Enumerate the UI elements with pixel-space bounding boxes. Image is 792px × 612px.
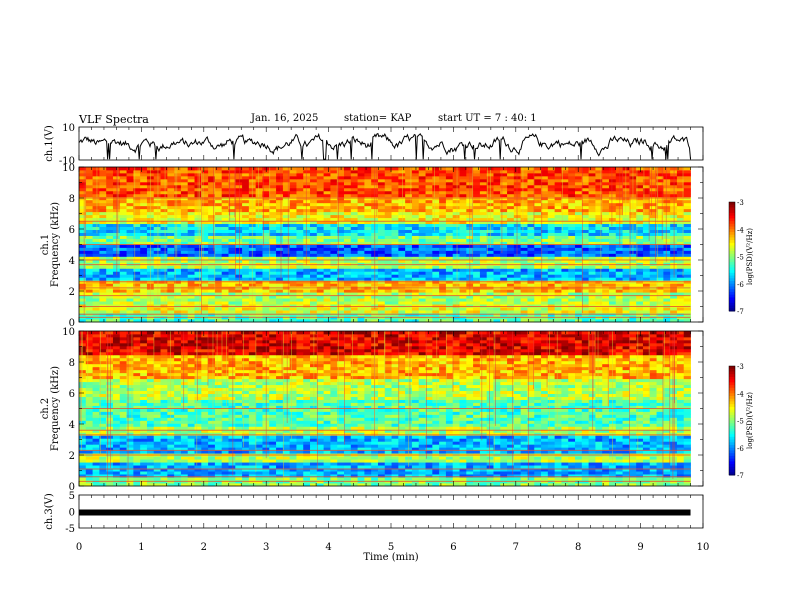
ch2-spectrogram-ylabel-freq: Frequency (kHz) bbox=[50, 366, 61, 451]
ch1-spectrogram-colorbar-tick: -7 bbox=[737, 308, 744, 316]
x-tick-label: 4 bbox=[325, 542, 331, 553]
x-tick-label: 1 bbox=[138, 542, 144, 553]
x-tick-label: 3 bbox=[263, 542, 269, 553]
ch2-spectrogram-xticks bbox=[78, 331, 704, 486]
ch1-spectrogram-heatmap bbox=[79, 167, 691, 323]
ch3-ytick-label: 0 bbox=[69, 508, 75, 519]
ch1-spectrogram-ytick-label: 2 bbox=[69, 287, 75, 298]
x-axis-label: Time (min) bbox=[363, 552, 418, 563]
ch2-spectrogram-ytick-label: 10 bbox=[62, 327, 75, 338]
ch1-spectrogram-ytick-label: 10 bbox=[62, 163, 75, 174]
chart-title: VLF Spectra bbox=[79, 113, 149, 126]
ch1-spectrogram-ytick-label: 6 bbox=[69, 225, 75, 236]
ch1-ytick-label: -10 bbox=[59, 156, 75, 167]
x-tick-label: 6 bbox=[450, 542, 456, 553]
ch2-spectrogram-colorbar-tick: -6 bbox=[737, 445, 744, 453]
ch3-voltage-xticks bbox=[78, 495, 704, 528]
ch1-voltage-xticks bbox=[78, 127, 704, 160]
start-ut-label: start UT = 7 : 40: 1 bbox=[438, 113, 537, 124]
ch2-spectrogram-ytick-label: 2 bbox=[69, 451, 75, 462]
ch1-voltage-line bbox=[78, 132, 691, 160]
x-tick-label: 5 bbox=[388, 542, 394, 553]
ch1-spectrogram-colorbar-label: log(PSD)(V²/Hz) bbox=[746, 228, 754, 285]
x-tick-label: 9 bbox=[637, 542, 643, 553]
ch3-voltage-ylabel: ch.3(V) bbox=[44, 493, 55, 530]
ch2-spectrogram-ytick-label: 4 bbox=[69, 420, 75, 431]
ch2-spectrogram-colorbar bbox=[728, 365, 736, 476]
ch1-spectrogram-xticks bbox=[78, 167, 704, 322]
ch1-spectrogram-colorbar-tick: -5 bbox=[737, 254, 744, 262]
ch1-spectrogram-colorbar-tick: -6 bbox=[737, 281, 744, 289]
x-tick-label: 7 bbox=[513, 542, 519, 553]
ch1-ytick-label: 10 bbox=[62, 123, 75, 134]
ch1-voltage-ylabel: ch.1(V) bbox=[44, 125, 55, 162]
ch2-spectrogram-ylabel-channel: ch.2 bbox=[40, 398, 51, 420]
ch2-spectrogram-ytick-label: 0 bbox=[69, 482, 75, 493]
ch2-spectrogram-colorbar-tick: -5 bbox=[737, 418, 744, 426]
ch1-spectrogram-ytick-label: 4 bbox=[69, 256, 75, 267]
date-label: Jan. 16, 2025 bbox=[251, 113, 319, 124]
ch2-spectrogram-heatmap bbox=[79, 331, 691, 487]
ch1-spectrogram-ylabel-freq: Frequency (kHz) bbox=[50, 202, 61, 287]
ch1-spectrogram-colorbar bbox=[728, 201, 736, 312]
ch2-spectrogram-colorbar-tick: -4 bbox=[737, 390, 744, 398]
ch1-spectrogram-ytick-label: 8 bbox=[69, 194, 75, 205]
ch2-spectrogram-ytick-label: 8 bbox=[69, 358, 75, 369]
ch2-spectrogram-colorbar-tick: -3 bbox=[737, 363, 744, 371]
ch2-spectrogram-ytick-label: 6 bbox=[69, 389, 75, 400]
x-tick-label: 8 bbox=[575, 542, 581, 553]
ch1-spectrogram-colorbar-tick: -3 bbox=[737, 199, 744, 207]
x-tick-label: 10 bbox=[697, 542, 710, 553]
station-label: station= KAP bbox=[344, 113, 412, 124]
ch3-ytick-label: 5 bbox=[69, 491, 75, 502]
x-tick-label: 2 bbox=[201, 542, 207, 553]
ch2-spectrogram-colorbar-label: log(PSD)(V²/Hz) bbox=[746, 392, 754, 449]
ch2-spectrogram-colorbar-tick: -7 bbox=[737, 472, 744, 480]
ch1-spectrogram-colorbar-tick: -4 bbox=[737, 226, 744, 234]
ch1-spectrogram-ylabel-channel: ch.1 bbox=[40, 234, 51, 256]
ch3-ytick-label: -5 bbox=[65, 524, 75, 535]
x-tick-label: 0 bbox=[76, 542, 82, 553]
ch1-spectrogram-ytick-label: 0 bbox=[69, 318, 75, 329]
